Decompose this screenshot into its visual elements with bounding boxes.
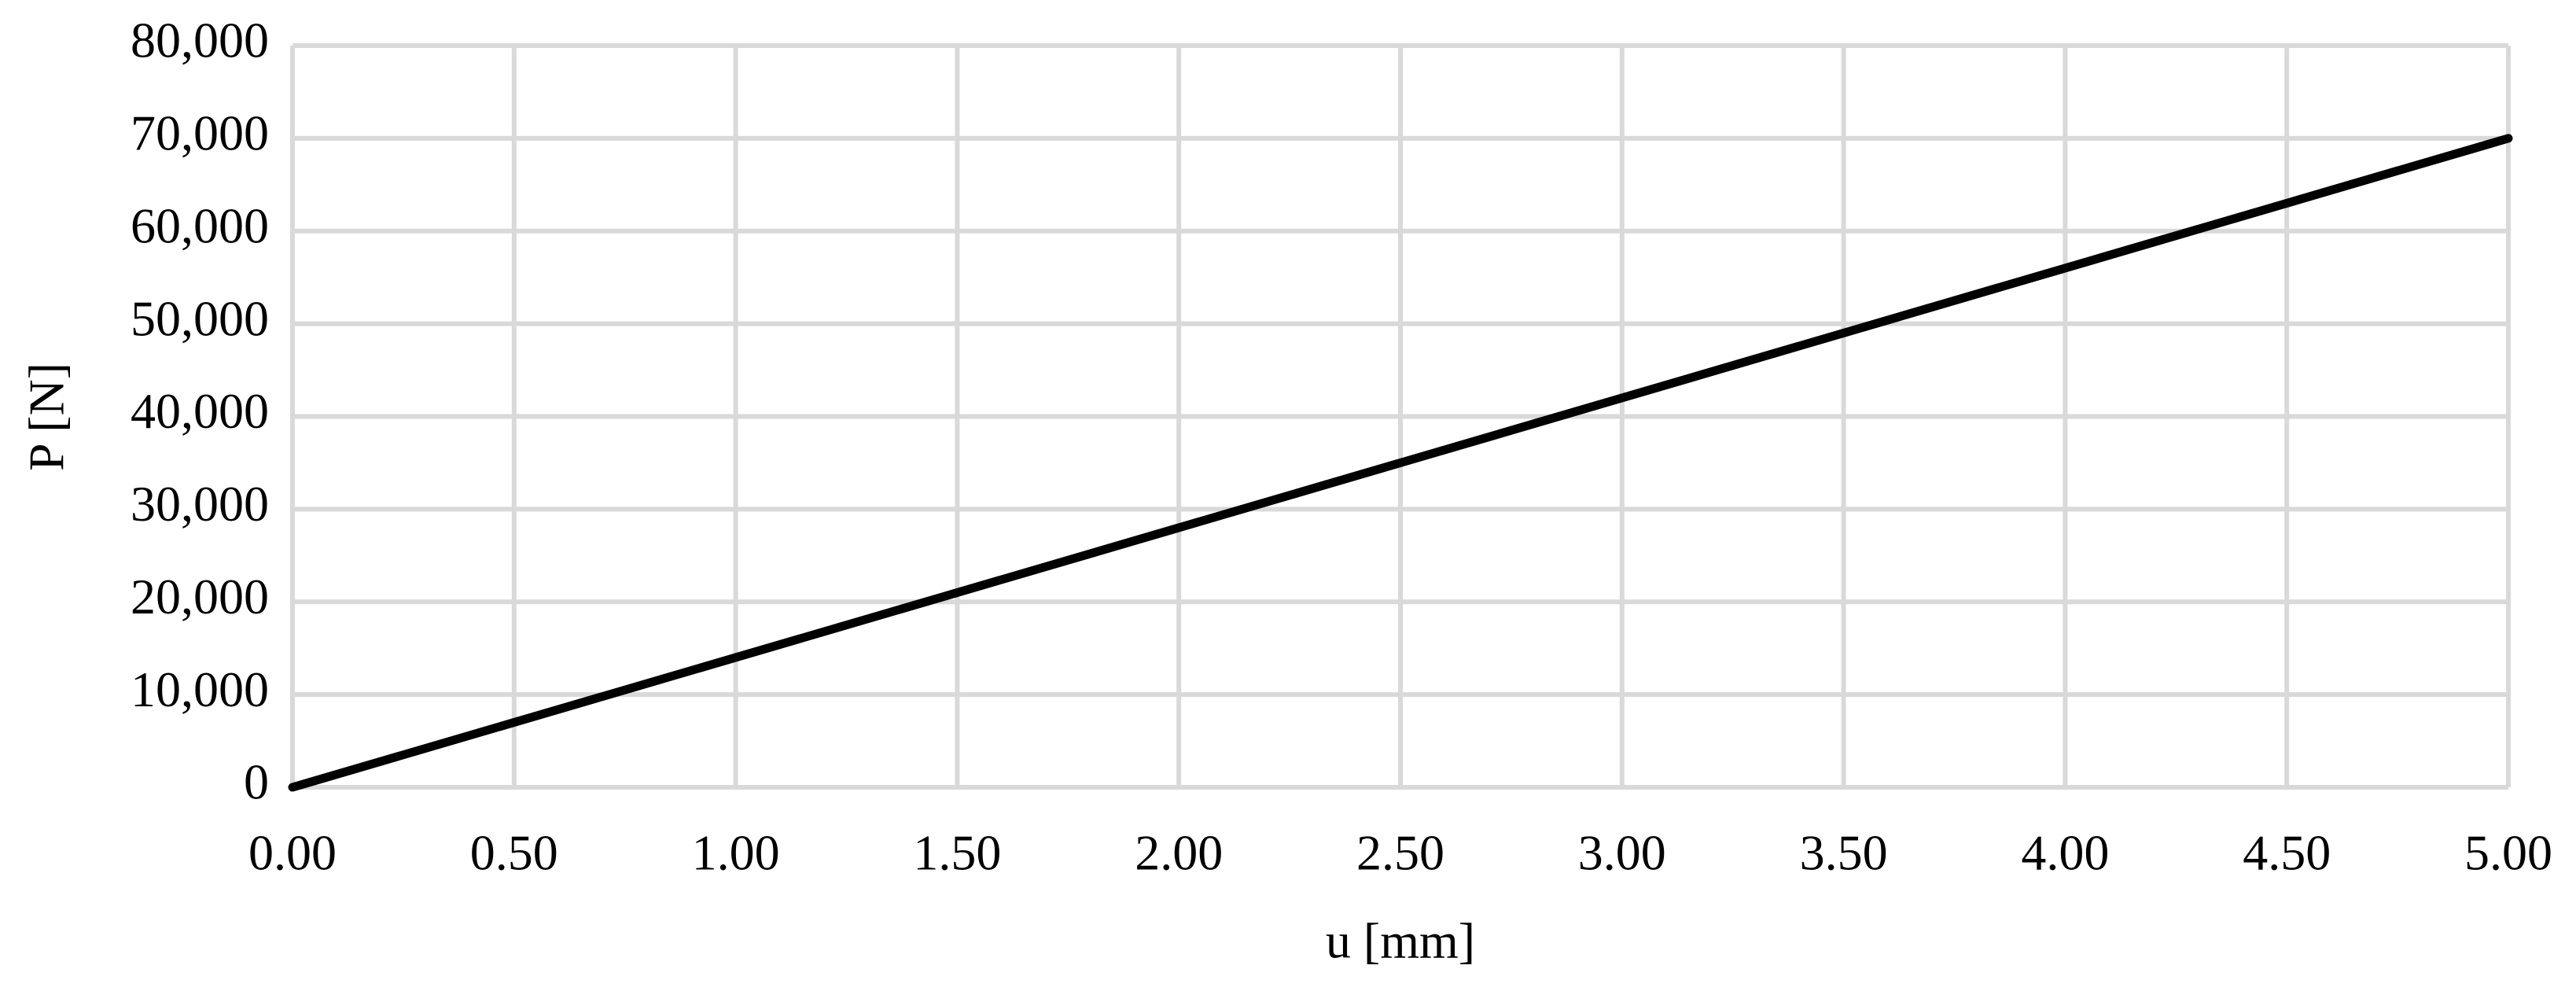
x-tick-label: 0.50	[470, 825, 558, 881]
x-tick-label: 3.00	[1578, 825, 1666, 881]
y-tick-label: 20,000	[131, 569, 269, 624]
x-tick-label: 5.00	[2464, 825, 2552, 881]
data-line	[288, 134, 2513, 792]
x-tick-label: 2.00	[1135, 825, 1223, 881]
y-tick-label: 60,000	[131, 197, 269, 253]
y-tick-label: 40,000	[131, 383, 269, 439]
x-tick-label: 3.50	[1800, 825, 1888, 881]
x-tick-label: 4.50	[2243, 825, 2331, 881]
y-tick-label: 70,000	[131, 105, 269, 161]
x-tick-label: 2.50	[1356, 825, 1444, 881]
y-tick-label: 80,000	[131, 13, 269, 68]
y-tick-label: 50,000	[131, 290, 269, 346]
y-tick-label: 0	[244, 754, 269, 810]
x-tick-label: 1.00	[692, 825, 780, 881]
x-tick-label: 0.00	[248, 825, 337, 881]
x-axis-title: u [mm]	[1326, 913, 1475, 969]
y-tick-label: 30,000	[131, 476, 269, 532]
x-tick-label: 1.50	[913, 825, 1001, 881]
y-tick-label: 10,000	[131, 661, 269, 717]
x-tick-label: 4.00	[2021, 825, 2109, 881]
y-axis-title: P [N]	[19, 363, 75, 471]
